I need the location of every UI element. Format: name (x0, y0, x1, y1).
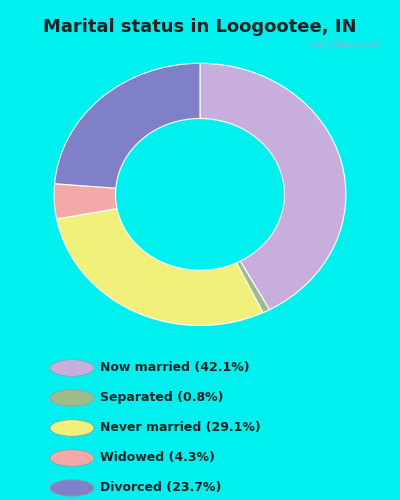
Wedge shape (54, 64, 200, 188)
Circle shape (50, 360, 94, 376)
Circle shape (50, 420, 94, 436)
Text: Widowed (4.3%): Widowed (4.3%) (100, 452, 215, 464)
Wedge shape (57, 208, 263, 326)
Wedge shape (200, 64, 346, 310)
Wedge shape (236, 261, 270, 312)
Text: Now married (42.1%): Now married (42.1%) (100, 362, 250, 374)
Circle shape (50, 390, 94, 406)
Circle shape (50, 450, 94, 466)
Text: Divorced (23.7%): Divorced (23.7%) (100, 482, 221, 494)
Text: City-Data.com: City-Data.com (311, 39, 380, 49)
Text: Never married (29.1%): Never married (29.1%) (100, 422, 261, 434)
Text: Marital status in Loogootee, IN: Marital status in Loogootee, IN (43, 18, 357, 36)
Wedge shape (54, 184, 117, 219)
Circle shape (50, 480, 94, 496)
Text: Separated (0.8%): Separated (0.8%) (100, 392, 224, 404)
